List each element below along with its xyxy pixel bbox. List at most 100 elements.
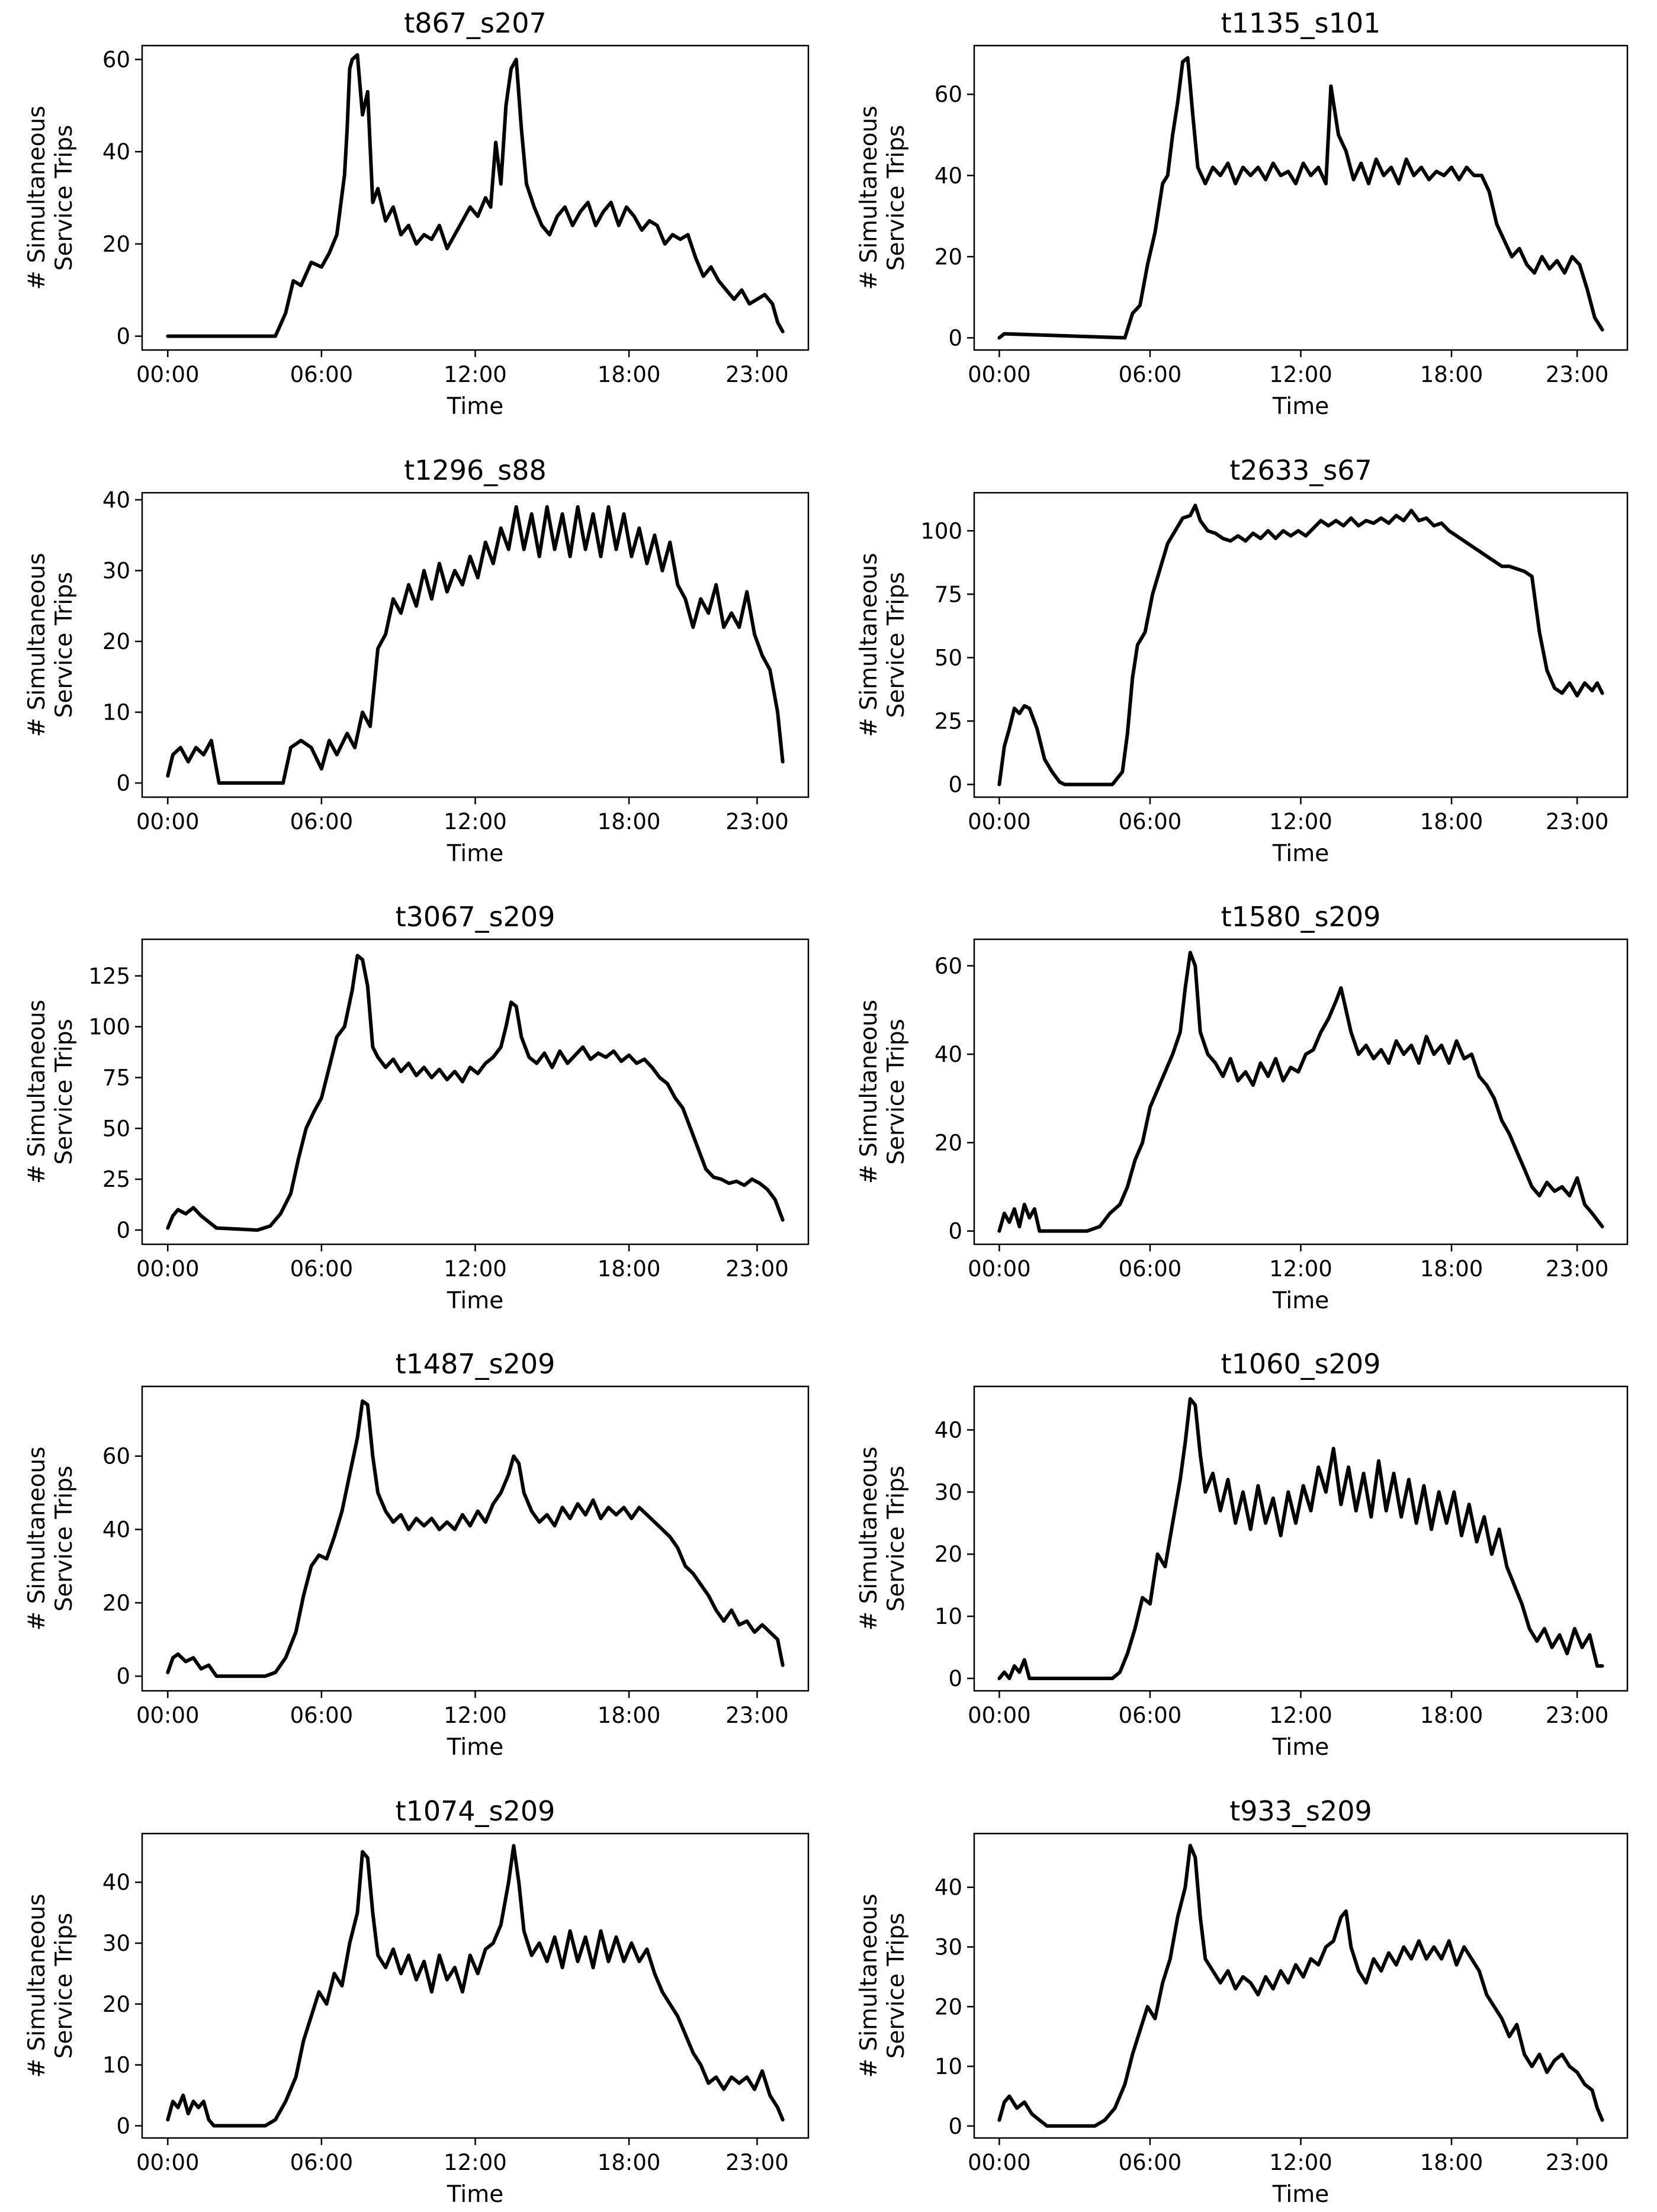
y-axis-label: # SimultaneousService Trips: [24, 1446, 78, 1630]
y-tick-label: 0: [116, 1218, 130, 1243]
x-axis-label: Time: [447, 840, 503, 867]
x-axis-label: Time: [1272, 1288, 1329, 1314]
x-tick-label: 12:00: [1269, 1703, 1332, 1728]
x-tick-label: 23:00: [1546, 2150, 1609, 2175]
y-tick-label: 30: [102, 1931, 130, 1956]
y-tick-label: 25: [935, 709, 962, 734]
x-tick-label: 23:00: [725, 1256, 789, 1282]
x-tick-label: 23:00: [1546, 1703, 1609, 1728]
y-axis-label: # SimultaneousService Trips: [856, 1893, 910, 2078]
chart-panel: 00:00 06:00 12:00 18:00 23:00 0 20 40 60 t1580_s2…: [856, 901, 1629, 1314]
x-tick-label: 06:00: [1119, 1703, 1182, 1728]
x-axis-label: Time: [1272, 393, 1329, 420]
chart-title: t1487_s209: [396, 1348, 555, 1380]
x-tick-label: 00:00: [968, 809, 1031, 834]
chart-panel: 00:00 06:00 12:00 18:00 23:00 0 20 40 60 t1135_s1…: [856, 7, 1629, 420]
y-tick-label: 50: [935, 645, 962, 670]
y-tick-label: 40: [102, 487, 130, 513]
y-tick-label: 60: [935, 82, 962, 107]
y-tick-label: 100: [88, 1014, 130, 1040]
y-axis-label-line: Service Trips: [51, 125, 78, 271]
x-tick-label: 18:00: [598, 362, 661, 387]
x-tick-label: 00:00: [136, 809, 200, 834]
y-tick-label: 10: [935, 1604, 962, 1629]
x-tick-label: 12:00: [444, 2150, 507, 2175]
x-tick-label: 06:00: [1119, 2150, 1182, 2175]
axes-frame: [973, 492, 1629, 798]
y-tick-label: 20: [935, 1542, 962, 1567]
y-axis-label-line: # Simultaneous: [856, 1446, 882, 1630]
y-tick-label: 0: [948, 2114, 962, 2139]
y-tick-label: 20: [935, 1130, 962, 1155]
axes-frame: [973, 938, 1629, 1245]
axes-frame: [973, 1385, 1629, 1692]
x-tick-label: 06:00: [1119, 809, 1182, 834]
y-axis-label: # SimultaneousService Trips: [856, 105, 910, 290]
x-axis-label: Time: [1272, 840, 1329, 867]
x-tick-label: 18:00: [598, 1703, 661, 1728]
x-tick-label: 12:00: [444, 1256, 507, 1282]
y-axis-label: # SimultaneousService Trips: [24, 1893, 78, 2078]
series-line: [166, 53, 785, 338]
axes-frame: [141, 1385, 810, 1692]
y-axis-label-line: # Simultaneous: [24, 1000, 50, 1184]
x-tick-label: 12:00: [444, 362, 507, 387]
x-tick-label: 18:00: [1420, 809, 1483, 834]
x-tick-label: 12:00: [1269, 1256, 1332, 1282]
y-axis-label-line: # Simultaneous: [24, 105, 50, 290]
y-axis-label: # SimultaneousService Trips: [856, 1446, 910, 1630]
series-line: [997, 1397, 1604, 1680]
y-tick-label: 10: [102, 700, 130, 725]
y-tick-label: 0: [948, 1219, 962, 1244]
y-axis-label-line: # Simultaneous: [24, 1893, 50, 2078]
series-line: [997, 951, 1604, 1233]
x-tick-label: 06:00: [290, 1703, 354, 1728]
y-tick-label: 0: [116, 324, 130, 349]
y-tick-label: 100: [920, 518, 962, 544]
y-tick-label: 60: [102, 47, 130, 72]
y-tick-label: 25: [102, 1167, 130, 1192]
y-tick-label: 125: [88, 964, 130, 989]
y-tick-label: 0: [116, 770, 130, 796]
x-tick-label: 00:00: [968, 362, 1031, 387]
chart-title: t933_s209: [1229, 1795, 1372, 1827]
y-tick-label: 20: [935, 244, 962, 269]
x-axis-label: Time: [1272, 1734, 1329, 1761]
series-line: [166, 505, 785, 785]
y-axis-label-line: Service Trips: [883, 125, 910, 271]
chart-panel: 00:00 06:00 12:00 18:00 23:00 0 20 40 60 t867_s20…: [24, 7, 810, 420]
axes-frame: [141, 44, 810, 351]
chart-panel: 00:00 06:00 12:00 18:00 23:00 0 10 20 30 40 t1296_…: [24, 454, 810, 867]
x-tick-label: 18:00: [1420, 2150, 1483, 2175]
y-tick-label: 40: [935, 163, 962, 188]
chart-title: t1296_s88: [404, 454, 547, 486]
y-tick-label: 10: [102, 2053, 130, 2078]
y-axis-label-line: # Simultaneous: [856, 105, 882, 290]
y-tick-label: 0: [948, 772, 962, 798]
y-tick-label: 40: [935, 1042, 962, 1067]
x-tick-label: 23:00: [1546, 1256, 1609, 1282]
chart-panel: 00:00 06:00 12:00 18:00 23:00 0 10 20 30 40 t933_s…: [856, 1795, 1629, 2208]
x-axis-label: Time: [447, 1734, 503, 1761]
x-tick-label: 18:00: [1420, 362, 1483, 387]
y-axis-label-line: Service Trips: [51, 1913, 78, 2059]
y-tick-label: 20: [102, 1992, 130, 2017]
y-tick-label: 30: [935, 1479, 962, 1505]
y-tick-label: 40: [102, 1870, 130, 1895]
chart-title: t1060_s209: [1221, 1348, 1381, 1380]
chart-panel: 00:00 06:00 12:00 18:00 23:00 0 20 40 60 t1487_s2…: [24, 1348, 810, 1761]
y-axis-label: # SimultaneousService Trips: [24, 553, 78, 737]
chart-panel: 00:00 06:00 12:00 18:00 23:00 0 10 20 30 40 t1060_…: [856, 1348, 1629, 1761]
y-axis-label-line: # Simultaneous: [24, 1446, 50, 1630]
x-tick-label: 23:00: [725, 809, 789, 834]
y-tick-label: 20: [102, 232, 130, 257]
x-tick-label: 06:00: [1119, 362, 1182, 387]
x-tick-label: 18:00: [1420, 1256, 1483, 1282]
y-axis-label-line: Service Trips: [51, 572, 78, 718]
chart-title: t867_s207: [404, 7, 547, 39]
x-tick-label: 00:00: [968, 2150, 1031, 2175]
x-tick-label: 12:00: [1269, 362, 1332, 387]
y-tick-label: 0: [948, 1666, 962, 1691]
y-tick-label: 30: [935, 1934, 962, 1960]
y-axis-label: # SimultaneousService Trips: [24, 105, 78, 290]
